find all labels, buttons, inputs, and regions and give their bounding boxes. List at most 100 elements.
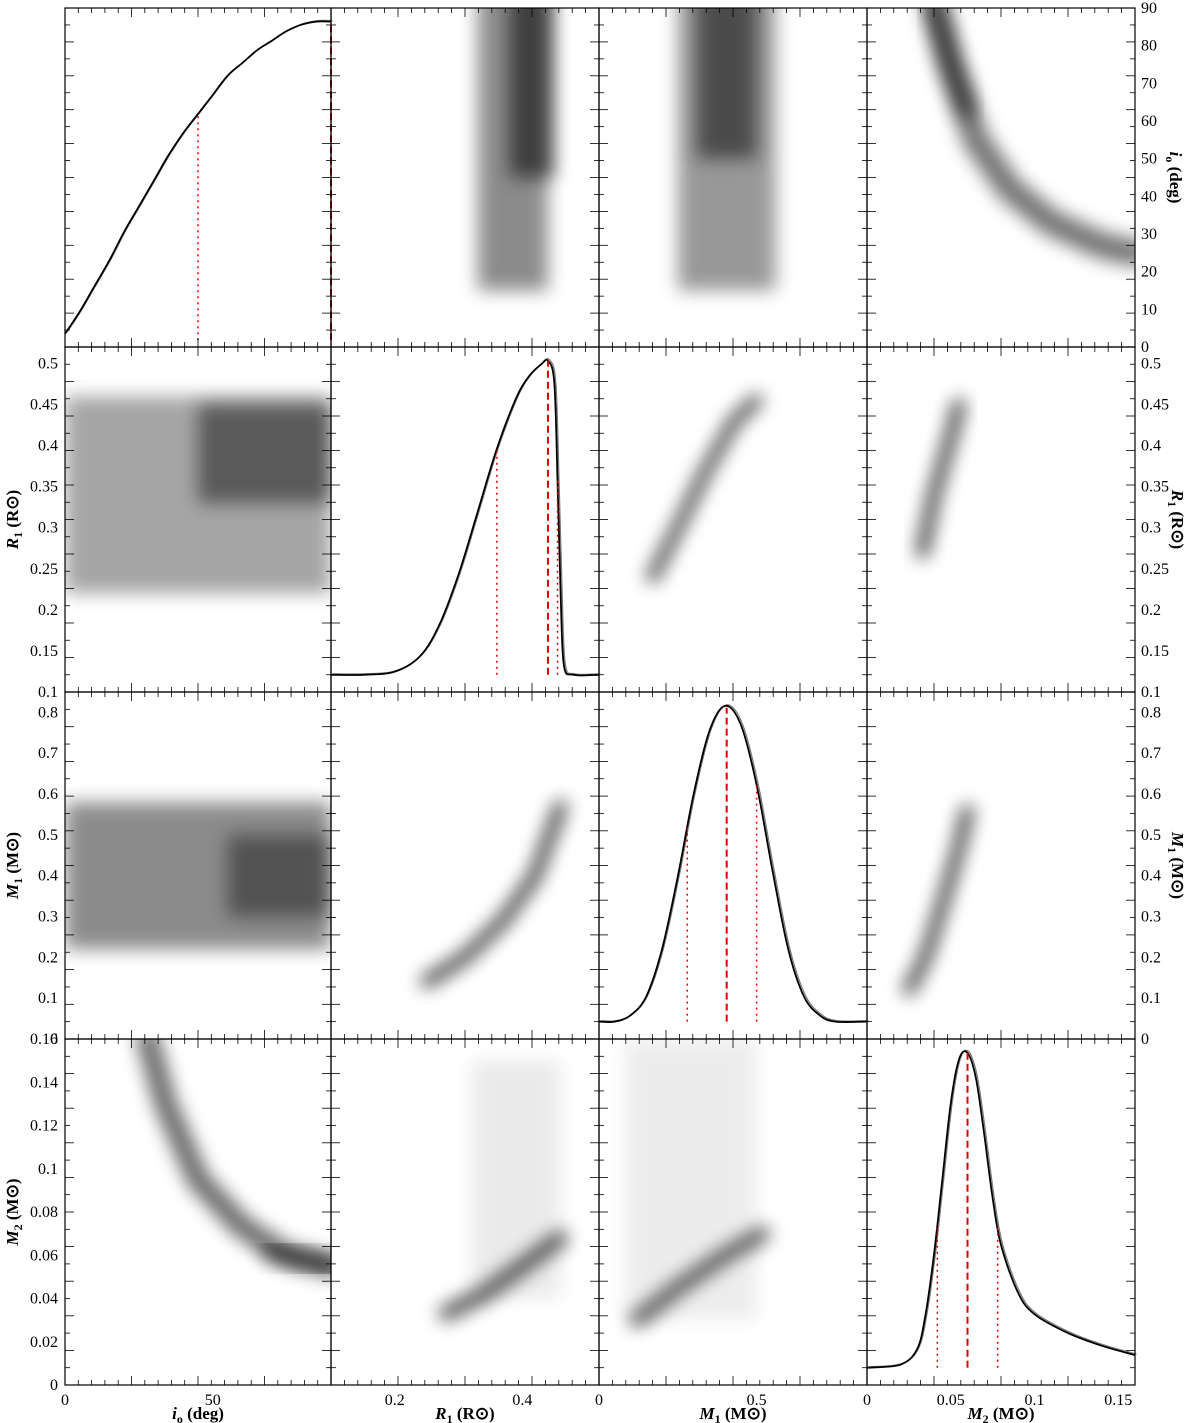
x-tick-label-R1: 0.4 xyxy=(512,1392,532,1409)
y-tick-label-R1-right: 0.45 xyxy=(1141,397,1169,414)
density-M2-io-core xyxy=(926,8,976,118)
y-tick-label-R1-right: 0.3 xyxy=(1141,520,1161,537)
y-tick-label-io: 40 xyxy=(1141,188,1157,205)
minor-ticks xyxy=(599,692,867,1039)
y-tick-label-M1-left: 0.7 xyxy=(38,745,58,762)
y-tick-label-R1-right: 0.1 xyxy=(1141,684,1161,701)
marginal-curve-alt-io xyxy=(66,19,333,334)
y-tick-label-M2-left: 0.12 xyxy=(30,1118,58,1135)
y-tick-label-M1-right: 0.2 xyxy=(1141,949,1161,966)
y-tick-label-R1-right: 0.35 xyxy=(1141,479,1169,496)
density-M2-M1 xyxy=(903,804,973,996)
y-tick-label-R1-left: 0.25 xyxy=(30,561,58,578)
y-tick-label-R1-left: 0.45 xyxy=(30,397,58,414)
y-tick-label-io: 60 xyxy=(1141,113,1157,130)
x-tick-label-M2: 0.1 xyxy=(1025,1392,1045,1409)
density-M1-M2-halo xyxy=(624,1039,757,1321)
density-M1-R1 xyxy=(646,394,763,583)
y-tick-label-M1-right: 0.1 xyxy=(1141,990,1161,1007)
x-tick-label-M1: 0.5 xyxy=(747,1392,767,1409)
y-tick-label-M1-right: 0 xyxy=(1141,1031,1149,1048)
y-axis-title-io: io (deg) xyxy=(1163,152,1185,204)
panel-frame xyxy=(330,7,600,348)
marginal-curve-alt-R1 xyxy=(332,358,601,676)
y-tick-label-M1-left: 0.5 xyxy=(38,827,58,844)
y-tick-label-M1-right: 0.7 xyxy=(1141,745,1161,762)
minor-ticks xyxy=(331,692,599,1039)
minor-ticks xyxy=(867,1039,1135,1385)
x-axis-title-R1: R1 (R⊙) xyxy=(434,1404,494,1423)
density-io-M2 xyxy=(136,1039,331,1278)
y-tick-label-M2-left: 0 xyxy=(50,1377,58,1394)
density-io-M2-core xyxy=(260,1239,331,1278)
x-tick-label-io: 0 xyxy=(61,1392,69,1409)
x-tick-label-M2: 0.05 xyxy=(937,1392,965,1409)
density-shape xyxy=(136,1039,331,1278)
panel-frame xyxy=(330,691,600,1040)
density-shape xyxy=(420,800,567,988)
y-tick-label-R1-left: 0.35 xyxy=(30,479,58,496)
y-tick-label-R1-left: 0.1 xyxy=(38,684,58,701)
y-tick-label-M2-left: 0.04 xyxy=(30,1291,58,1308)
y-tick-label-M2-left: 0.02 xyxy=(30,1334,58,1351)
panel-frame xyxy=(866,346,1136,693)
y-tick-label-M1-left: 0.2 xyxy=(38,949,58,966)
y-axis-title-R1-left: R1 (R⊙) xyxy=(3,490,25,550)
x-axis-title-io: io (deg) xyxy=(172,1404,224,1423)
y-tick-label-io: 20 xyxy=(1141,264,1157,281)
density-M1-io-core xyxy=(696,8,757,159)
y-axis-title-M2-left: M2 (M⊙) xyxy=(3,1179,25,1247)
density-shape xyxy=(916,398,966,559)
panel-frame xyxy=(598,346,868,693)
density-M2-R1 xyxy=(916,398,966,559)
y-tick-label-M1-right: 0.8 xyxy=(1141,704,1161,721)
y-tick-label-M1-right: 0.6 xyxy=(1141,786,1161,803)
minor-ticks xyxy=(65,8,331,347)
y-tick-label-R1-left: 0.4 xyxy=(38,438,58,455)
x-tick-label-M2: 0 xyxy=(863,1392,871,1409)
density-shape xyxy=(646,394,763,583)
y-tick-label-R1-right: 0.2 xyxy=(1141,602,1161,619)
panel-frame xyxy=(64,1038,332,1386)
y-tick-label-R1-right: 0.4 xyxy=(1141,438,1161,455)
y-tick-label-R1-right: 0.15 xyxy=(1141,643,1169,660)
minor-ticks xyxy=(867,692,1135,1039)
y-tick-label-M1-left: 0 xyxy=(50,1031,58,1048)
density-R1-io-core xyxy=(509,8,555,178)
y-tick-label-M2-left: 0.1 xyxy=(38,1161,58,1178)
minor-ticks xyxy=(331,1039,599,1385)
y-tick-label-M1-left: 0.3 xyxy=(38,909,58,926)
marginal-curve-alt-M2 xyxy=(868,1049,1137,1368)
density-shape xyxy=(922,8,1135,266)
y-tick-label-R1-left: 0.2 xyxy=(38,602,58,619)
density-io-R1-core xyxy=(198,404,331,504)
y-tick-label-io: 80 xyxy=(1141,38,1157,55)
minor-ticks xyxy=(599,1039,867,1385)
minor-ticks xyxy=(65,692,331,1039)
minor-ticks xyxy=(65,347,331,692)
minor-ticks xyxy=(599,347,867,692)
density-M2-io xyxy=(922,8,1135,266)
density-shape xyxy=(198,404,331,504)
y-tick-label-M1-left: 0.8 xyxy=(38,704,58,721)
density-shape xyxy=(260,1239,331,1278)
marginal-curve-io xyxy=(64,20,332,335)
density-shape xyxy=(227,834,331,917)
y-tick-label-M2-left: 0.06 xyxy=(30,1247,58,1264)
density-io-M1-core xyxy=(227,834,331,917)
y-tick-label-R1-right: 0.25 xyxy=(1141,561,1169,578)
marginal-curve-M2 xyxy=(866,1050,1136,1369)
y-tick-label-io: 70 xyxy=(1141,75,1157,92)
marginal-curve-M1 xyxy=(598,704,868,1023)
minor-ticks xyxy=(867,8,1135,347)
density-R1-M2-halo xyxy=(471,1060,561,1299)
minor-ticks xyxy=(331,8,599,347)
y-tick-label-M1-right: 0.5 xyxy=(1141,827,1161,844)
marginal-curve-R1 xyxy=(330,358,600,677)
y-tick-label-io: 90 xyxy=(1141,0,1157,17)
x-tick-label-io: 50 xyxy=(205,1392,221,1409)
y-tick-label-R1-left: 0.5 xyxy=(38,355,58,372)
x-tick-label-M1: 0 xyxy=(595,1392,603,1409)
y-tick-label-M1-right: 0.3 xyxy=(1141,909,1161,926)
